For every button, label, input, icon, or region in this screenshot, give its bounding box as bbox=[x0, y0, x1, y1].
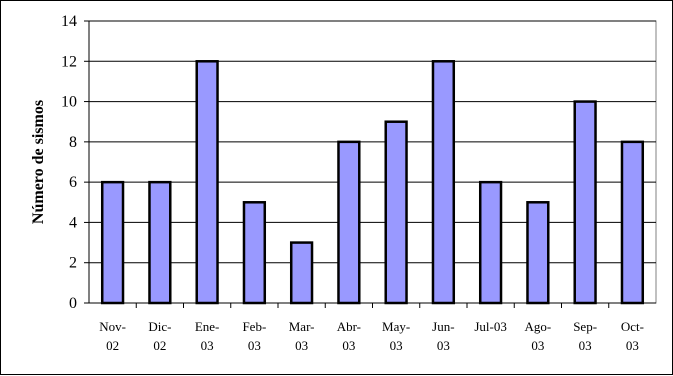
x-tick-label: 03 bbox=[295, 338, 308, 353]
y-tick-label: 2 bbox=[69, 255, 77, 272]
x-tick-label: 03 bbox=[531, 338, 544, 353]
bar bbox=[100, 180, 125, 305]
y-tick-labels: 0 2 4 6 8 10 12 14 bbox=[61, 13, 77, 312]
y-tick-label: 10 bbox=[61, 94, 77, 111]
bar bbox=[431, 60, 456, 305]
y-tick-label: 6 bbox=[69, 174, 77, 191]
x-tick-label: Oct- bbox=[621, 319, 644, 334]
bar bbox=[573, 100, 597, 305]
y-tick-label: 12 bbox=[61, 53, 77, 70]
x-tick-label: Mar- bbox=[289, 319, 315, 334]
plot-area bbox=[88, 20, 657, 304]
x-tick-label: Ago- bbox=[525, 319, 552, 334]
bar bbox=[148, 180, 172, 305]
bar bbox=[289, 241, 314, 305]
x-tick-label: 03 bbox=[390, 338, 403, 353]
bar bbox=[242, 201, 267, 305]
axes bbox=[84, 20, 656, 308]
x-tick-labels: Nov- 02 Dic- 02 Ene- 03 Feb- 03 Mar- 03 Abr- 03 May-… bbox=[99, 319, 644, 353]
x-tick-label: 03 bbox=[201, 338, 214, 353]
x-tick-label: Nov- bbox=[99, 319, 126, 334]
x-tick-label: Jun- bbox=[432, 319, 454, 334]
x-tick-label: 02 bbox=[106, 338, 119, 353]
x-tick-label: Jul-03 bbox=[474, 319, 507, 334]
y-tick-label: 8 bbox=[69, 134, 77, 151]
x-tick-label: 03 bbox=[248, 338, 261, 353]
x-tick-label: 02 bbox=[153, 338, 166, 353]
x-tick-label: 03 bbox=[437, 338, 450, 353]
bar bbox=[337, 140, 361, 305]
x-tick-label: Abr- bbox=[337, 319, 361, 334]
bar bbox=[620, 140, 645, 305]
gridlines bbox=[88, 20, 657, 304]
bar bbox=[384, 120, 408, 305]
y-axis-label: Número de sismos bbox=[30, 100, 47, 224]
x-tick-label: Dic- bbox=[148, 319, 171, 334]
x-tick-label: 03 bbox=[626, 338, 639, 353]
x-tick-label: Sep- bbox=[573, 319, 597, 334]
x-tick-label: 03 bbox=[579, 338, 592, 353]
x-tick-label: 03 bbox=[342, 338, 355, 353]
y-tick-label: 14 bbox=[61, 13, 77, 30]
x-tick-label: Ene- bbox=[195, 319, 220, 334]
x-tick-label: Feb- bbox=[242, 319, 266, 334]
x-tick-label: May- bbox=[382, 319, 410, 334]
bar bbox=[526, 201, 550, 305]
bar bbox=[478, 180, 503, 305]
bars bbox=[100, 60, 645, 305]
y-tick-label: 0 bbox=[69, 295, 77, 312]
bar bbox=[195, 60, 219, 305]
y-tick-label: 4 bbox=[69, 214, 77, 231]
